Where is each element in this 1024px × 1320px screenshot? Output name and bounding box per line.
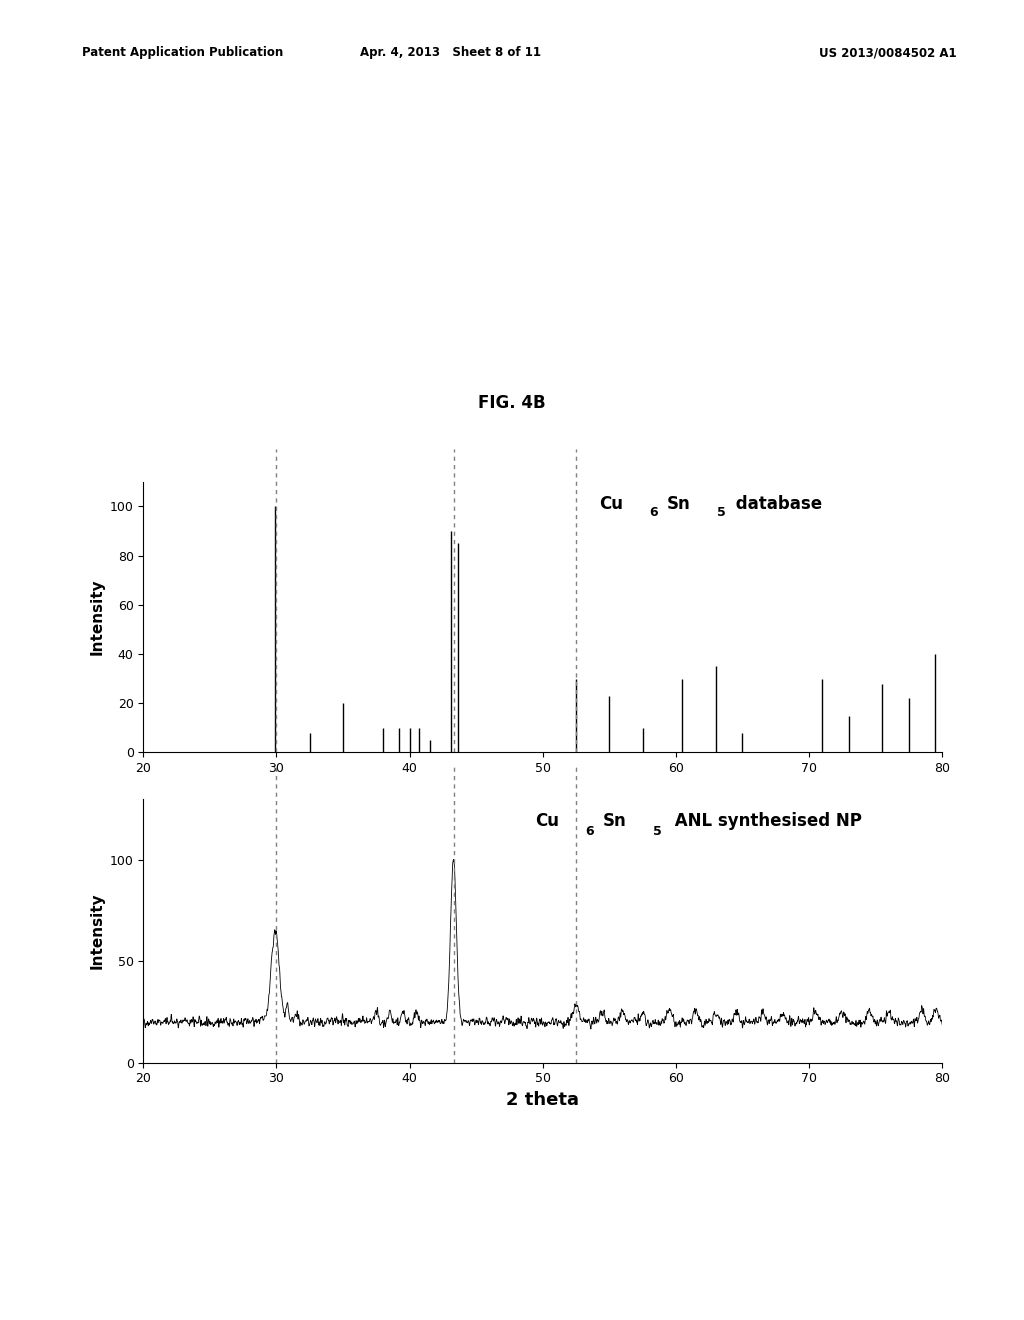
X-axis label: 2 theta: 2 theta [506,1090,580,1109]
Text: Cu: Cu [535,812,559,830]
Text: 5: 5 [717,506,726,519]
Text: 6: 6 [649,506,657,519]
Text: Patent Application Publication: Patent Application Publication [82,46,284,59]
Text: Apr. 4, 2013   Sheet 8 of 11: Apr. 4, 2013 Sheet 8 of 11 [360,46,541,59]
Text: US 2013/0084502 A1: US 2013/0084502 A1 [819,46,956,59]
Text: 5: 5 [653,825,662,838]
Text: ANL synthesised NP: ANL synthesised NP [669,812,862,830]
Text: 6: 6 [585,825,594,838]
Text: database: database [730,495,822,513]
Y-axis label: Intensity: Intensity [89,892,104,969]
Text: Sn: Sn [602,812,627,830]
Text: Cu: Cu [599,495,623,513]
Y-axis label: Intensity: Intensity [89,578,104,656]
Text: FIG. 4B: FIG. 4B [478,393,546,412]
Text: Sn: Sn [667,495,690,513]
